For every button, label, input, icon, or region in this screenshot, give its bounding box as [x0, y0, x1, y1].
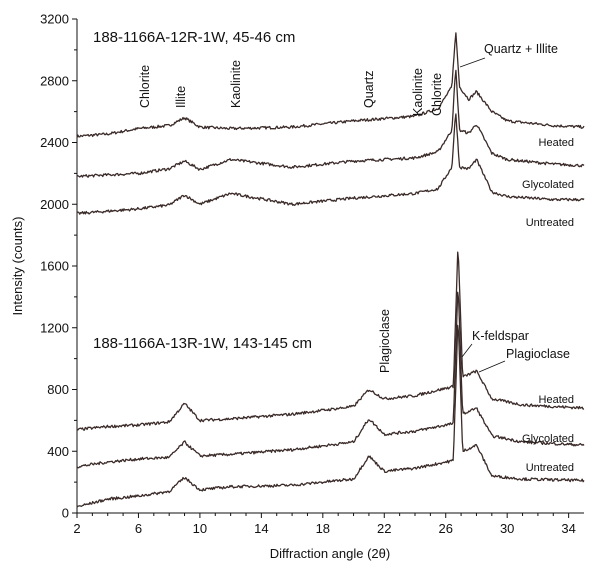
- y-axis-ticks: 0 400 800 1200 1600 2000 2400 2800 3200: [40, 12, 77, 521]
- y-tick-label: 1200: [40, 320, 69, 335]
- y-axis-label: Intensity (counts): [10, 217, 25, 316]
- annotation-illite: Illite: [174, 86, 188, 108]
- trace-untreated-upper: [76, 113, 585, 215]
- treatment-label-glycolated-bottom: Glycolated: [522, 433, 574, 445]
- sample-label-bottom: 188-1166A-13R-1W, 143-145 cm: [93, 335, 312, 352]
- pointer-plagioclase: [478, 360, 506, 373]
- treatment-label-heated-bottom: Heated: [539, 394, 574, 406]
- trace-group: [76, 32, 585, 508]
- annotation-plagioclase-2: Plagioclase: [506, 347, 570, 361]
- x-tick-label: 26: [438, 521, 452, 536]
- x-tick-label: 14: [254, 521, 268, 536]
- x-tick-label: 2: [73, 521, 80, 536]
- treatment-label-untreated-top: Untreated: [526, 217, 574, 229]
- treatment-labels: Heated Glycolated Untreated Heated Glyco…: [522, 137, 574, 474]
- x-tick-label: 10: [193, 521, 207, 536]
- trace-untreated-lower: [76, 324, 585, 508]
- pointer-k-feldspar: [461, 343, 473, 358]
- x-tick-label: 6: [135, 521, 142, 536]
- treatment-label-untreated-bottom: Untreated: [526, 462, 574, 474]
- y-tick-label: 1600: [40, 259, 69, 274]
- y-tick-label: 2400: [40, 135, 69, 150]
- annotation-quartz-illite: Quartz + Illite: [484, 42, 558, 56]
- y-tick-label: 800: [47, 382, 69, 397]
- sample-labels: 188-1166A-12R-1W, 45-46 cm 188-1166A-13R…: [93, 29, 312, 352]
- annotation-chlorite-2: Chlorite: [430, 73, 444, 116]
- pointer-quartz-illite: [459, 57, 486, 68]
- annotation-k-feldspar: K-feldspar: [472, 329, 529, 343]
- y-tick-label: 2000: [40, 197, 69, 212]
- x-axis-ticks: 2 6 10 14 18 22 26 30 34: [73, 513, 576, 536]
- annotation-kaolinite-2: Kaolinite: [411, 68, 425, 116]
- x-tick-label: 30: [500, 521, 514, 536]
- y-tick-label: 3200: [40, 12, 69, 27]
- trace-glycolated-upper: [76, 69, 585, 178]
- treatment-label-heated-top: Heated: [539, 137, 574, 149]
- x-tick-label: 34: [561, 521, 575, 536]
- trace-glycolated-lower: [76, 291, 585, 469]
- annotation-kaolinite-1: Kaolinite: [229, 60, 243, 108]
- trace-heated-lower: [76, 251, 585, 431]
- x-axis-label: Diffraction angle (2θ): [270, 546, 390, 561]
- annotation-quartz: Quartz: [362, 70, 376, 108]
- trace-heated-upper: [76, 32, 585, 138]
- x-tick-label: 22: [377, 521, 391, 536]
- treatment-label-glycolated-top: Glycolated: [522, 179, 574, 191]
- sample-label-top: 188-1166A-12R-1W, 45-46 cm: [93, 29, 295, 46]
- y-tick-label: 2800: [40, 73, 69, 88]
- x-tick-label: 18: [316, 521, 330, 536]
- annotation-plagioclase-1: Plagioclase: [378, 309, 392, 373]
- annotation-chlorite-1: Chlorite: [138, 65, 152, 108]
- y-tick-label: 400: [47, 444, 69, 459]
- peak-annotations: Chlorite Illite Kaolinite Quartz Kaolini…: [138, 42, 570, 373]
- y-tick-label: 0: [62, 506, 69, 521]
